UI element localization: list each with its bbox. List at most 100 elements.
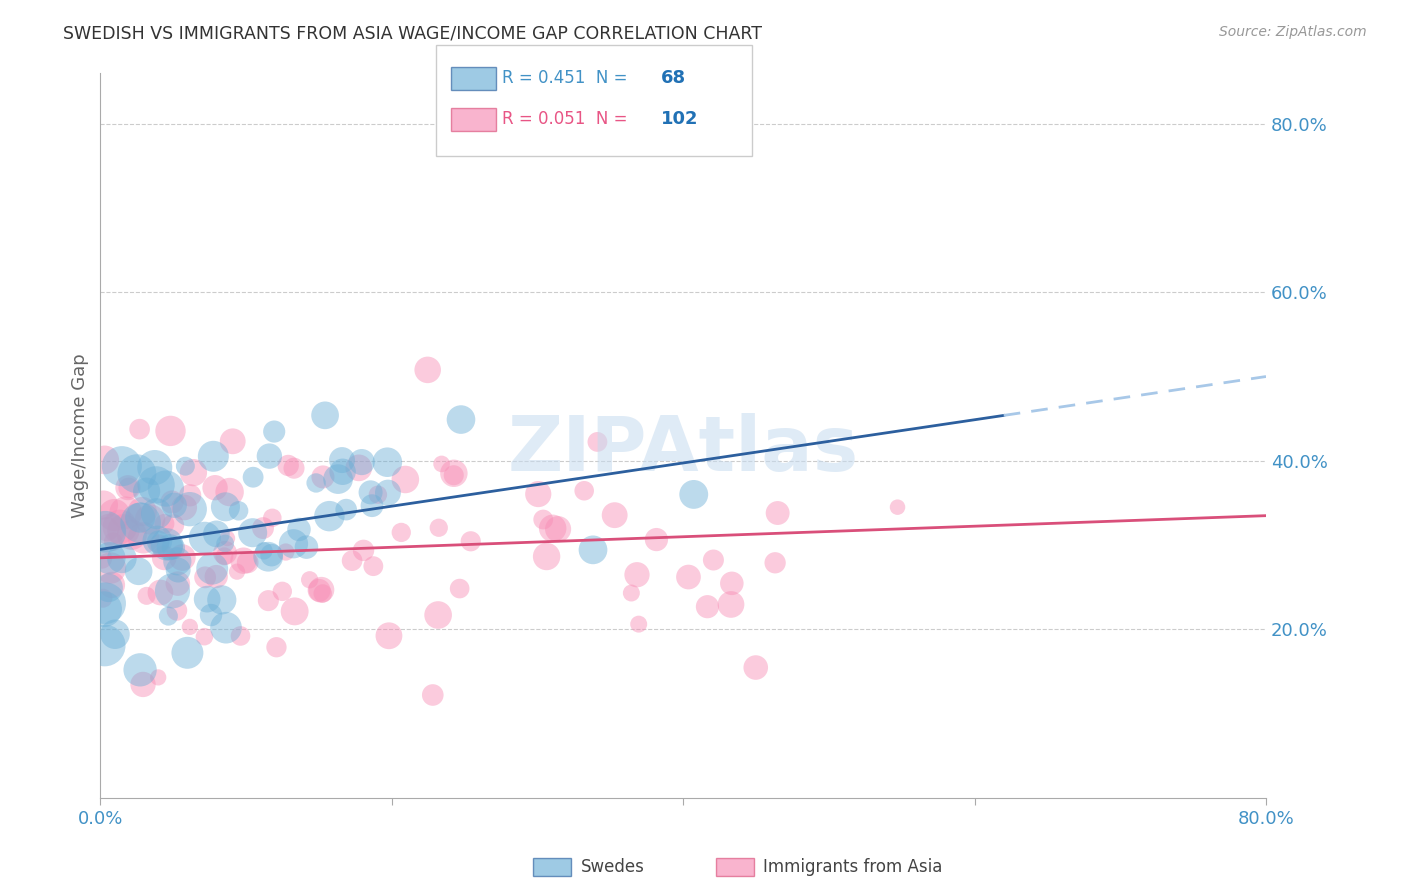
Point [626,567,648,582]
Point [100,561,122,575]
Point [194,531,217,545]
Point [416,363,439,377]
Point [603,508,626,523]
Text: SWEDISH VS IMMIGRANTS FROM ASIA WAGE/INCOME GAP CORRELATION CHART: SWEDISH VS IMMIGRANTS FROM ASIA WAGE/INC… [63,25,762,43]
Point [112,523,135,537]
Point [163,498,186,512]
Point [252,521,274,535]
Point [93,498,115,512]
Point [229,629,252,643]
Point [214,546,236,560]
Point [176,646,198,660]
Point [288,523,311,537]
Point [886,500,908,515]
Point [283,537,305,551]
Point [696,599,718,614]
Point [211,593,233,607]
Point [111,459,134,474]
Point [430,457,453,471]
Point [678,570,700,584]
Point [763,556,786,570]
Point [347,460,370,475]
Point [103,508,125,522]
Point [143,460,166,475]
Point [90,551,112,566]
Point [274,545,297,559]
Point [132,677,155,691]
Point [645,533,668,547]
Point [111,551,134,566]
Point [720,598,742,612]
Point [449,582,471,596]
Point [117,481,139,495]
Point [183,466,205,480]
Point [129,516,152,530]
Point [194,570,217,584]
Point [266,640,288,655]
Point [96,522,118,536]
Point [159,424,181,438]
Point [129,510,152,524]
Point [94,596,117,610]
Point [367,488,389,502]
Point [394,473,416,487]
Point [460,534,482,549]
Point [103,534,125,549]
Point [166,576,188,591]
Point [259,449,281,463]
Point [541,521,564,535]
Point [156,537,179,551]
Point [627,617,650,632]
Point [202,450,225,464]
Point [132,531,155,545]
Point [232,554,254,568]
Point [721,576,744,591]
Point [326,472,349,486]
Point [162,518,184,533]
Point [335,502,357,516]
Point [131,504,153,518]
Point [153,516,176,531]
Point [179,502,201,516]
Point [94,524,117,539]
Point [257,593,280,607]
Point [330,453,353,467]
Point [114,506,136,520]
Point [205,526,228,541]
Point [547,522,569,536]
Point [201,562,224,576]
Point [253,543,276,558]
Point [93,602,115,616]
Text: 68: 68 [661,69,686,87]
Point [128,564,150,578]
Point [179,488,201,502]
Point [378,629,401,643]
Text: Immigrants from Asia: Immigrants from Asia [763,858,943,876]
Point [422,688,444,702]
Text: Swedes: Swedes [581,858,644,876]
Point [155,482,177,496]
Point [118,481,141,495]
Point [222,434,245,449]
Point [702,553,724,567]
Point [242,525,264,540]
Point [283,461,305,475]
Point [332,465,354,479]
Point [91,591,114,606]
Point [218,485,240,500]
Point [311,582,333,597]
Point [98,551,121,566]
Point [167,563,190,577]
Point [104,627,127,641]
Point [166,554,188,568]
Point [443,468,465,483]
Point [135,589,157,603]
Point [298,573,321,587]
Point [217,531,239,545]
Point [277,458,299,473]
Point [135,484,157,499]
Point [271,584,294,599]
Point [162,583,184,598]
Point [375,455,398,469]
Point [148,534,170,549]
